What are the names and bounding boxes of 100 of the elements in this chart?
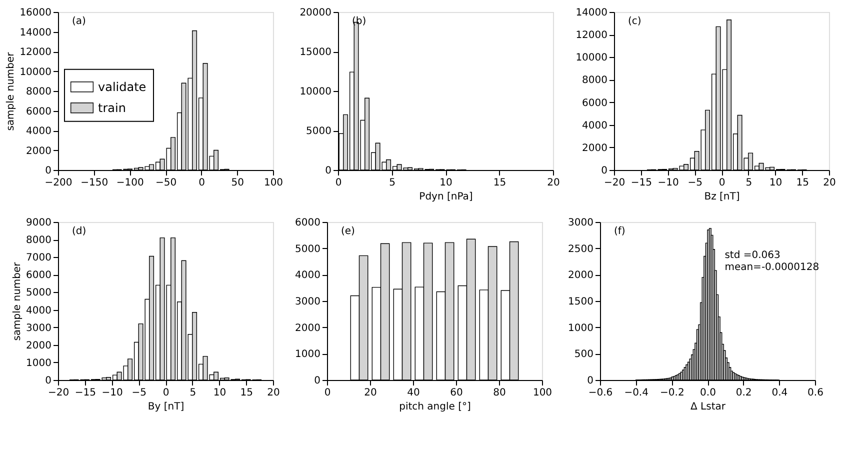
y-tick-label: 16000 [20, 8, 52, 18]
legend-label: train [98, 100, 126, 115]
x-tick-label: −10 [658, 178, 679, 188]
annotation: (b) [352, 16, 366, 27]
y-tick-label: 6000 [582, 98, 608, 109]
x-tick-label: −200 [44, 178, 72, 188]
annotation: (e) [341, 226, 356, 237]
y-tick-label: 5000 [306, 126, 332, 137]
y-tick-label: 10000 [20, 66, 52, 78]
x-axis-title: By [nT] [148, 402, 184, 412]
y-tick-label: 6000 [26, 270, 52, 282]
x-tick-label: −0.2 [660, 388, 684, 398]
x-tick-label: 50 [231, 178, 244, 188]
legend-label: validate [98, 80, 146, 94]
annotation: (d) [72, 226, 86, 237]
y-tick-label: 7000 [26, 252, 52, 264]
y-tick-label: 1500 [568, 296, 594, 308]
x-tick-label: 100 [532, 388, 552, 398]
x-tick-label: 0.2 [736, 388, 752, 398]
x-tick-label: 20 [267, 388, 280, 398]
x-tick-label: −15 [74, 388, 96, 398]
x-tick-label: 5 [389, 178, 396, 188]
y-tick-label: 500 [574, 349, 594, 360]
x-tick-label: 0 [162, 388, 170, 398]
y-tick-label: 2000 [568, 270, 594, 282]
x-tick-label: 60 [450, 388, 463, 398]
x-tick-label: 15 [796, 178, 809, 188]
y-tick-label: 8000 [26, 86, 52, 98]
x-tick-label: 0 [718, 178, 726, 188]
annotation: (f) [614, 226, 626, 237]
y-tick-label: 2000 [26, 146, 52, 157]
y-tick-label: 4000 [26, 305, 52, 316]
x-tick-label: −10 [102, 388, 123, 398]
x-tick-label: −100 [116, 178, 144, 188]
y-tick-label: 12000 [576, 30, 608, 42]
y-axis-title: sample number [12, 261, 24, 341]
x-axis-title: Bz [nT] [704, 192, 740, 202]
y-tick-label: 2000 [26, 340, 52, 352]
y-tick-label: 20000 [300, 8, 332, 18]
x-tick-label: 20 [547, 178, 560, 188]
y-tick-label: 3000 [295, 296, 320, 308]
y-tick-label: 5000 [295, 244, 320, 255]
x-tick-label: 10 [213, 388, 226, 398]
x-tick-label: 0.0 [700, 388, 716, 398]
y-tick-label: 0 [45, 376, 52, 386]
x-tick-label: 20 [823, 178, 836, 188]
annotation: (c) [628, 16, 642, 27]
y-tick-label: 8000 [26, 235, 52, 246]
annotation: mean=-0.0000128 [724, 262, 820, 273]
y-tick-label: 0 [587, 376, 594, 386]
y-tick-label: 6000 [295, 218, 320, 228]
annotation: (a) [72, 16, 86, 27]
y-tick-label: 14000 [20, 27, 52, 38]
y-tick-label: 9000 [26, 218, 52, 228]
y-axis-title: sample number [6, 51, 17, 131]
x-axis-title: pitch angle [°] [399, 402, 471, 412]
x-tick-label: −0.4 [624, 388, 648, 398]
y-tick-label: 14000 [576, 8, 608, 18]
x-tick-label: 15 [240, 388, 253, 398]
x-tick-label: −20 [48, 388, 70, 398]
x-tick-label: 80 [493, 388, 506, 398]
y-tick-label: 15000 [300, 47, 332, 58]
x-tick-label: 100 [264, 178, 284, 188]
y-tick-label: 0 [314, 376, 320, 386]
x-tick-label: −20 [604, 178, 626, 188]
y-tick-label: 12000 [20, 47, 52, 58]
y-tick-label: 2500 [568, 244, 594, 255]
y-tick-label: 4000 [582, 120, 608, 132]
y-tick-label: 0 [325, 166, 332, 176]
y-tick-label: 4000 [26, 126, 52, 137]
x-tick-label: 5 [746, 178, 752, 188]
y-tick-label: 4000 [295, 270, 320, 282]
y-tick-label: 6000 [26, 106, 52, 118]
x-tick-label: 10 [440, 178, 452, 188]
x-tick-label: 5 [190, 388, 196, 398]
y-tick-label: 10000 [300, 86, 332, 98]
y-tick-label: 1000 [295, 349, 320, 360]
x-tick-label: 0 [198, 178, 206, 188]
y-tick-label: 3000 [26, 322, 52, 334]
x-tick-label: 15 [493, 178, 506, 188]
y-tick-label: 5000 [26, 288, 52, 299]
y-tick-label: 0 [45, 166, 52, 176]
y-tick-label: 3000 [568, 218, 594, 228]
y-tick-label: 10000 [576, 52, 608, 64]
y-tick-label: 1000 [568, 322, 594, 334]
x-tick-label: 0.6 [808, 388, 824, 398]
x-tick-label: 0 [335, 178, 342, 188]
x-tick-label: −5 [688, 178, 702, 188]
y-tick-label: 2000 [295, 322, 320, 334]
x-axis-title: Pdyn [nPa] [419, 192, 473, 202]
x-tick-label: 10 [769, 178, 782, 188]
x-tick-label: 20 [364, 388, 377, 398]
x-tick-label: −0.6 [588, 388, 613, 398]
y-tick-label: 2000 [582, 142, 608, 154]
x-axis-title: Δ Lstar [690, 402, 726, 412]
x-tick-label: −15 [630, 178, 652, 188]
y-tick-label: 1000 [26, 358, 52, 369]
x-tick-label: −150 [80, 178, 108, 188]
y-tick-label: 8000 [582, 75, 608, 86]
x-tick-label: 0.4 [772, 388, 788, 398]
